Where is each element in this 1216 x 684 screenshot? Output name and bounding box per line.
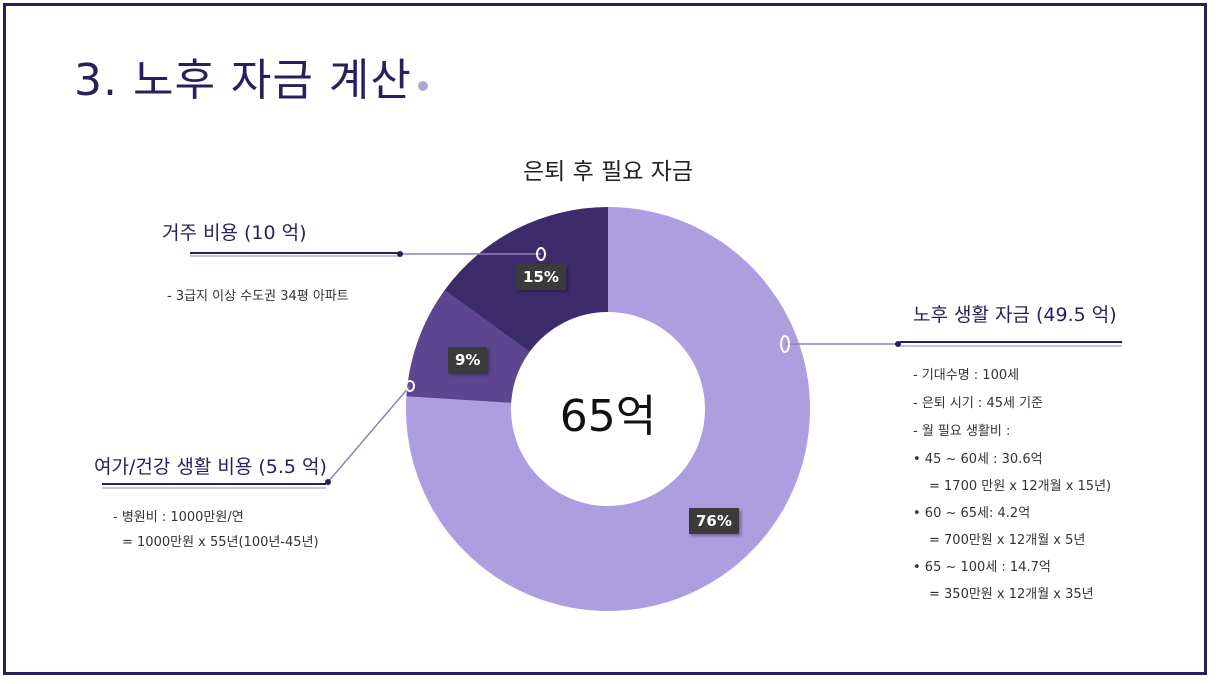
callout-leisure-title: 여가/건강 생활 비용 (5.5 억) xyxy=(94,456,327,478)
callout-living-line: • 45 ~ 60세 : 30.6억 xyxy=(913,452,1043,467)
donut-center-total: 65억 xyxy=(559,391,657,442)
leisure-anchor-marker xyxy=(405,380,415,392)
callout-living-line: - 은퇴 시기 : 45세 기준 xyxy=(913,396,1043,411)
slice-label-housing: 15% xyxy=(516,264,566,290)
slice-leisure xyxy=(406,290,530,403)
title-dot xyxy=(418,81,428,91)
callout-leisure-line: - 병원비 : 1000만원/연 xyxy=(113,510,244,525)
housing-connector-dot xyxy=(397,251,403,257)
slice-label-leisure: 9% xyxy=(448,347,488,373)
callout-housing-line: - 3급지 이상 수도권 34평 아파트 xyxy=(167,289,349,304)
living-anchor-marker xyxy=(780,335,790,353)
callout-living-line: - 기대수명 : 100세 xyxy=(913,368,1020,383)
leisure-connector-dot xyxy=(325,479,331,485)
callout-living-title: 노후 생활 자금 (49.5 억) xyxy=(913,304,1117,326)
slide-title: 3. 노후 자금 계산 xyxy=(74,55,412,106)
callout-living-line: = 350만원 x 12개월 x 35년 xyxy=(929,587,1094,602)
leisure-connector xyxy=(327,385,411,483)
callout-living-line: = 700만원 x 12개월 x 5년 xyxy=(929,533,1086,548)
slide-frame xyxy=(3,3,1207,675)
callout-living-line: = 1700 만원 x 12개월 x 15년) xyxy=(929,479,1112,494)
callout-living-line: • 65 ~ 100세 : 14.7억 xyxy=(913,560,1051,575)
callout-living-line: - 월 필요 생활비 : xyxy=(913,424,1011,439)
living-connector-dot xyxy=(895,341,901,347)
slice-label-living: 76% xyxy=(689,508,739,534)
housing-anchor-marker xyxy=(536,247,546,261)
callout-living-line: • 60 ~ 65세: 4.2억 xyxy=(913,506,1031,521)
callout-leisure-line: = 1000만원 x 55년(100년-45년) xyxy=(122,535,319,550)
callout-housing-title: 거주 비용 (10 억) xyxy=(162,222,307,244)
chart-title: 은퇴 후 필요 자금 xyxy=(522,159,694,185)
